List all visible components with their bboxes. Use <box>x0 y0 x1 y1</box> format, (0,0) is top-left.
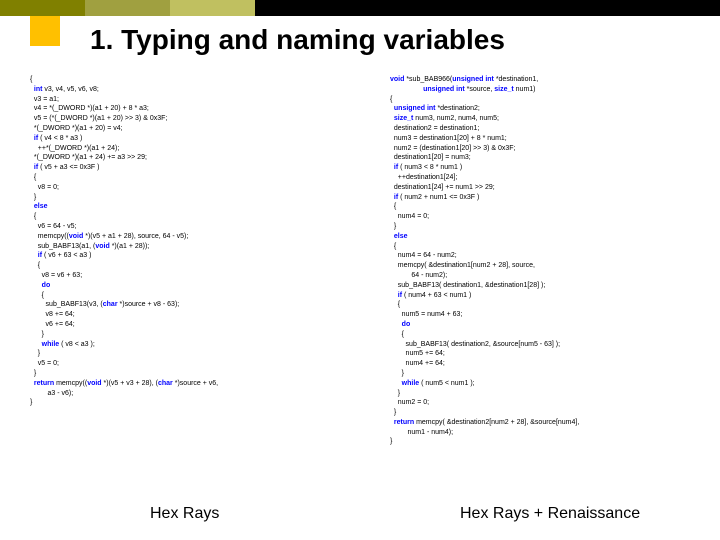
code-line: v6 += 64; <box>30 320 340 330</box>
code-line: v8 += 64; <box>30 310 340 320</box>
code-line: } <box>30 398 340 408</box>
bar-segment-1 <box>0 0 85 16</box>
code-line: size_t num3, num2, num4, num5; <box>390 114 700 124</box>
code-line: ++*(_DWORD *)(a1 + 24); <box>30 144 340 154</box>
code-line: { <box>30 75 340 85</box>
code-line: { <box>30 261 340 271</box>
code-line: if ( v6 + 63 < a3 ) <box>30 251 340 261</box>
code-line: num5 = num4 + 63; <box>390 310 700 320</box>
code-block-left: { int v3, v4, v5, v6, v8; v3 = a1; v4 = … <box>30 75 340 408</box>
code-line: v5 = (*(_DWORD *)(a1 + 20) >> 3) & 0x3F; <box>30 114 340 124</box>
code-line: { <box>390 300 700 310</box>
code-line: } <box>30 330 340 340</box>
code-line: if ( num3 < 8 * num1 ) <box>390 163 700 173</box>
code-line: return memcpy((void *)(v5 + v3 + 28), (c… <box>30 379 340 389</box>
code-line: do <box>390 320 700 330</box>
code-line: v3 = a1; <box>30 95 340 105</box>
code-line: v8 = v6 + 63; <box>30 271 340 281</box>
code-line: a3 - v6); <box>30 389 340 399</box>
code-line: { <box>390 95 700 105</box>
code-line: *(_DWORD *)(a1 + 24) += a3 >> 29; <box>30 153 340 163</box>
code-line: } <box>390 389 700 399</box>
bar-segment-2 <box>85 0 170 16</box>
code-line: v4 = *(_DWORD *)(a1 + 20) + 8 * a3; <box>30 104 340 114</box>
code-line: } <box>390 437 700 447</box>
code-line: int v3, v4, v5, v6, v8; <box>30 85 340 95</box>
code-line: do <box>30 281 340 291</box>
code-line: sub_BABF13( destination2, &source[num5 -… <box>390 340 700 350</box>
code-line: } <box>390 222 700 232</box>
code-line: { <box>390 202 700 212</box>
caption-left: Hex Rays <box>150 505 219 523</box>
code-line: if ( v4 < 8 * a3 ) <box>30 134 340 144</box>
code-line: num3 = destination1[20] + 8 * num1; <box>390 134 700 144</box>
code-line: } <box>390 408 700 418</box>
code-line: v8 = 0; <box>30 183 340 193</box>
code-line: else <box>390 232 700 242</box>
code-line: { <box>30 173 340 183</box>
code-line: return memcpy( &destination2[num2 + 28],… <box>390 418 700 428</box>
code-line: destination2 = destination1; <box>390 124 700 134</box>
bar-segment-4 <box>255 0 720 16</box>
code-line: num5 += 64; <box>390 349 700 359</box>
code-line: ++destination1[24]; <box>390 173 700 183</box>
code-line: destination1[24] += num1 >> 29; <box>390 183 700 193</box>
caption-right: Hex Rays + Renaissance <box>460 505 640 523</box>
code-line: memcpy((void *)(v5 + a1 + 28), source, 6… <box>30 232 340 242</box>
code-line: } <box>30 369 340 379</box>
code-line: while ( v8 < a3 ); <box>30 340 340 350</box>
code-line: while ( num5 < num1 ); <box>390 379 700 389</box>
code-line: { <box>30 212 340 222</box>
code-line: sub_BABF13( destination1, &destination1[… <box>390 281 700 291</box>
code-line: void *sub_BAB966(unsigned int *destinati… <box>390 75 700 85</box>
code-line: sub_BABF13(v3, (char *)source + v8 - 63)… <box>30 300 340 310</box>
code-line: } <box>30 193 340 203</box>
code-line: num2 = 0; <box>390 398 700 408</box>
code-line: num4 = 64 - num2; <box>390 251 700 261</box>
code-line: } <box>30 349 340 359</box>
code-line: } <box>390 369 700 379</box>
code-line: if ( num2 + num1 <= 0x3F ) <box>390 193 700 203</box>
code-line: { <box>390 242 700 252</box>
code-line: num1 - num4); <box>390 428 700 438</box>
code-line: { <box>390 330 700 340</box>
code-line: v6 = 64 - v5; <box>30 222 340 232</box>
code-line: destination1[20] = num3; <box>390 153 700 163</box>
code-line: sub_BABF13(a1, (void *)(a1 + 28)); <box>30 242 340 252</box>
accent-square <box>30 16 60 46</box>
code-line: unsigned int *source, size_t num1) <box>390 85 700 95</box>
code-line: memcpy( &destination1[num2 + 28], source… <box>390 261 700 271</box>
code-line: { <box>30 291 340 301</box>
code-line: num4 = 0; <box>390 212 700 222</box>
code-line: else <box>30 202 340 212</box>
code-line: *(_DWORD *)(a1 + 20) = v4; <box>30 124 340 134</box>
slide-title: 1. Typing and naming variables <box>90 24 505 56</box>
code-line: unsigned int *destination2; <box>390 104 700 114</box>
code-block-right: void *sub_BAB966(unsigned int *destinati… <box>390 75 700 447</box>
code-line: if ( v5 + a3 <= 0x3F ) <box>30 163 340 173</box>
top-color-bar <box>0 0 720 16</box>
code-line: if ( num4 + 63 < num1 ) <box>390 291 700 301</box>
code-line: num4 += 64; <box>390 359 700 369</box>
code-line: v5 = 0; <box>30 359 340 369</box>
bar-segment-3 <box>170 0 255 16</box>
code-line: num2 = (destination1[20] >> 3) & 0x3F; <box>390 144 700 154</box>
code-line: 64 - num2); <box>390 271 700 281</box>
